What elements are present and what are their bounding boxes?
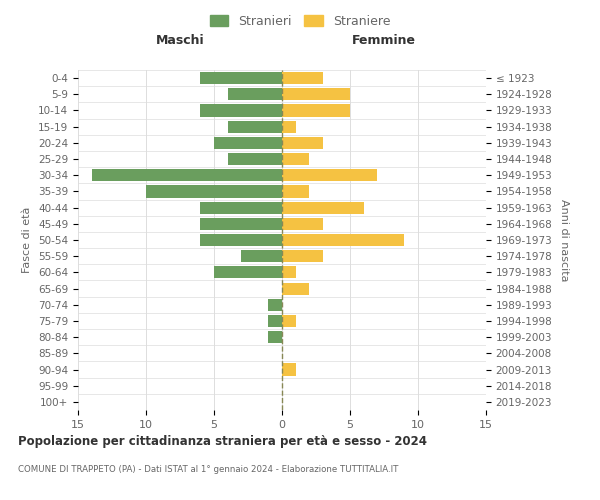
Bar	[200, 218, 282, 230]
Bar	[200, 202, 282, 213]
Bar	[282, 234, 404, 246]
Text: Maschi: Maschi	[155, 34, 205, 48]
Bar	[268, 298, 282, 311]
Bar	[200, 72, 282, 84]
Bar	[282, 169, 377, 181]
Bar	[241, 250, 282, 262]
Y-axis label: Fasce di età: Fasce di età	[22, 207, 32, 273]
Bar	[282, 153, 309, 165]
Bar	[282, 266, 296, 278]
Bar	[200, 104, 282, 117]
Bar	[282, 282, 309, 294]
Bar	[214, 266, 282, 278]
Bar	[200, 234, 282, 246]
Bar	[282, 186, 309, 198]
Y-axis label: Anni di nascita: Anni di nascita	[559, 198, 569, 281]
Bar	[282, 250, 323, 262]
Bar	[282, 137, 323, 149]
Legend: Stranieri, Straniere: Stranieri, Straniere	[206, 11, 394, 32]
Bar	[227, 88, 282, 101]
Bar	[282, 218, 323, 230]
Bar	[227, 120, 282, 132]
Text: COMUNE DI TRAPPETO (PA) - Dati ISTAT al 1° gennaio 2024 - Elaborazione TUTTITALI: COMUNE DI TRAPPETO (PA) - Dati ISTAT al …	[18, 465, 398, 474]
Bar	[92, 169, 282, 181]
Bar	[282, 88, 350, 101]
Bar	[282, 72, 323, 84]
Bar	[282, 315, 296, 327]
Bar	[268, 315, 282, 327]
Bar	[146, 186, 282, 198]
Bar	[214, 137, 282, 149]
Bar	[227, 153, 282, 165]
Text: Popolazione per cittadinanza straniera per età e sesso - 2024: Popolazione per cittadinanza straniera p…	[18, 435, 427, 448]
Bar	[282, 364, 296, 376]
Text: Femmine: Femmine	[352, 34, 416, 48]
Bar	[282, 104, 350, 117]
Bar	[268, 331, 282, 343]
Bar	[282, 120, 296, 132]
Bar	[282, 202, 364, 213]
